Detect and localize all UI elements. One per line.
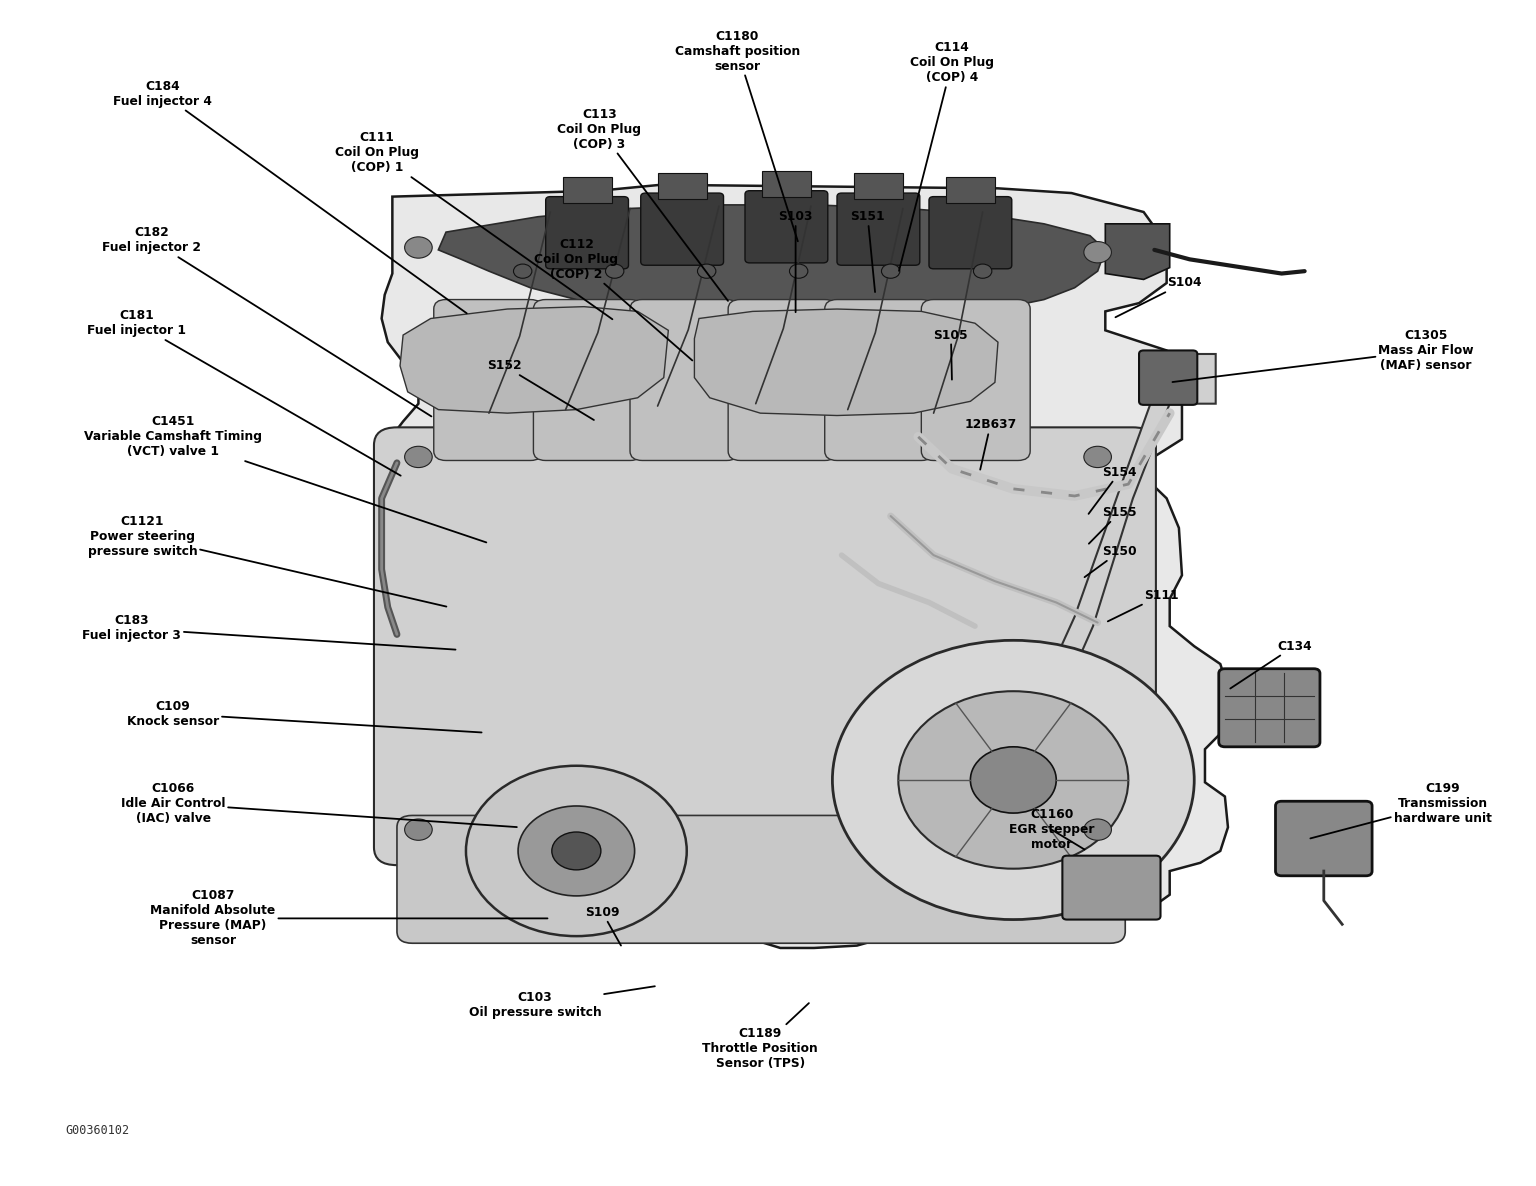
FancyBboxPatch shape bbox=[929, 197, 1012, 269]
Text: C183
Fuel injector 3: C183 Fuel injector 3 bbox=[83, 614, 456, 650]
Circle shape bbox=[790, 264, 808, 279]
Text: S109: S109 bbox=[585, 906, 621, 945]
Circle shape bbox=[551, 833, 601, 869]
Circle shape bbox=[465, 766, 687, 936]
Circle shape bbox=[882, 264, 900, 279]
Bar bbox=[854, 173, 903, 199]
Text: S150: S150 bbox=[1084, 546, 1137, 578]
Circle shape bbox=[404, 446, 432, 467]
FancyBboxPatch shape bbox=[641, 193, 723, 266]
Text: S105: S105 bbox=[934, 329, 968, 380]
Text: S155: S155 bbox=[1089, 506, 1137, 543]
FancyBboxPatch shape bbox=[433, 300, 542, 460]
Circle shape bbox=[1084, 820, 1112, 841]
Text: S151: S151 bbox=[851, 210, 885, 292]
Circle shape bbox=[974, 264, 992, 279]
Polygon shape bbox=[945, 353, 1215, 906]
Text: C199
Transmission
hardware unit: C199 Transmission hardware unit bbox=[1310, 782, 1491, 839]
Bar bbox=[762, 171, 811, 197]
FancyBboxPatch shape bbox=[545, 197, 628, 269]
Text: C1160
EGR stepper
motor: C1160 EGR stepper motor bbox=[1009, 808, 1094, 852]
Circle shape bbox=[1084, 242, 1112, 263]
Text: S152: S152 bbox=[487, 359, 594, 420]
FancyBboxPatch shape bbox=[1275, 802, 1372, 875]
Text: C1189
Throttle Position
Sensor (TPS): C1189 Throttle Position Sensor (TPS) bbox=[702, 1003, 819, 1070]
Circle shape bbox=[605, 264, 624, 279]
Text: C1121
Power steering
pressure switch: C1121 Power steering pressure switch bbox=[88, 515, 447, 606]
Bar bbox=[562, 177, 611, 203]
Circle shape bbox=[513, 264, 531, 279]
Polygon shape bbox=[381, 185, 1227, 948]
Text: C113
Coil On Plug
(COP) 3: C113 Coil On Plug (COP) 3 bbox=[558, 108, 728, 301]
Text: G00360102: G00360102 bbox=[66, 1124, 131, 1137]
FancyBboxPatch shape bbox=[373, 427, 1157, 865]
FancyBboxPatch shape bbox=[837, 193, 920, 266]
Polygon shape bbox=[1106, 224, 1170, 280]
Text: C109
Knock sensor: C109 Knock sensor bbox=[127, 700, 482, 733]
Text: S111: S111 bbox=[1107, 589, 1178, 621]
Text: C112
Coil On Plug
(COP) 2: C112 Coil On Plug (COP) 2 bbox=[535, 238, 693, 361]
Circle shape bbox=[697, 264, 716, 279]
Circle shape bbox=[971, 747, 1057, 814]
FancyBboxPatch shape bbox=[1063, 855, 1161, 919]
Bar bbox=[657, 173, 707, 199]
Bar bbox=[946, 177, 995, 203]
Text: C134: C134 bbox=[1230, 639, 1312, 689]
Circle shape bbox=[404, 237, 432, 259]
Circle shape bbox=[404, 820, 432, 841]
Text: C1066
Idle Air Control
(IAC) valve: C1066 Idle Air Control (IAC) valve bbox=[121, 782, 516, 827]
Text: S104: S104 bbox=[1115, 276, 1201, 317]
Text: C181
Fuel injector 1: C181 Fuel injector 1 bbox=[88, 310, 401, 476]
Circle shape bbox=[518, 806, 634, 895]
Polygon shape bbox=[438, 205, 1106, 319]
FancyBboxPatch shape bbox=[728, 300, 837, 460]
Circle shape bbox=[833, 640, 1193, 919]
Text: C1305
Mass Air Flow
(MAF) sensor: C1305 Mass Air Flow (MAF) sensor bbox=[1172, 329, 1475, 382]
Polygon shape bbox=[399, 307, 668, 413]
Text: 12B637: 12B637 bbox=[965, 419, 1017, 470]
FancyBboxPatch shape bbox=[1140, 350, 1197, 404]
Polygon shape bbox=[694, 310, 998, 415]
FancyBboxPatch shape bbox=[825, 300, 934, 460]
Circle shape bbox=[1084, 446, 1112, 467]
Text: C1451
Variable Camshaft Timing
(VCT) valve 1: C1451 Variable Camshaft Timing (VCT) val… bbox=[84, 415, 487, 542]
Text: S154: S154 bbox=[1089, 466, 1137, 514]
Text: C111
Coil On Plug
(COP) 1: C111 Coil On Plug (COP) 1 bbox=[335, 132, 613, 319]
Text: C114
Coil On Plug
(COP) 4: C114 Coil On Plug (COP) 4 bbox=[899, 42, 994, 270]
FancyBboxPatch shape bbox=[630, 300, 739, 460]
Text: C1087
Manifold Absolute
Pressure (MAP)
sensor: C1087 Manifold Absolute Pressure (MAP) s… bbox=[151, 890, 547, 948]
Text: C1180
Camshaft position
sensor: C1180 Camshaft position sensor bbox=[674, 30, 800, 241]
Text: C103
Oil pressure switch: C103 Oil pressure switch bbox=[468, 987, 654, 1019]
FancyBboxPatch shape bbox=[1218, 669, 1319, 747]
FancyBboxPatch shape bbox=[745, 191, 828, 263]
FancyBboxPatch shape bbox=[396, 816, 1126, 943]
Text: C184
Fuel injector 4: C184 Fuel injector 4 bbox=[114, 79, 467, 313]
Circle shape bbox=[899, 691, 1129, 868]
Text: S103: S103 bbox=[779, 210, 813, 312]
Text: C182
Fuel injector 2: C182 Fuel injector 2 bbox=[103, 227, 432, 416]
FancyBboxPatch shape bbox=[922, 300, 1031, 460]
FancyBboxPatch shape bbox=[533, 300, 642, 460]
